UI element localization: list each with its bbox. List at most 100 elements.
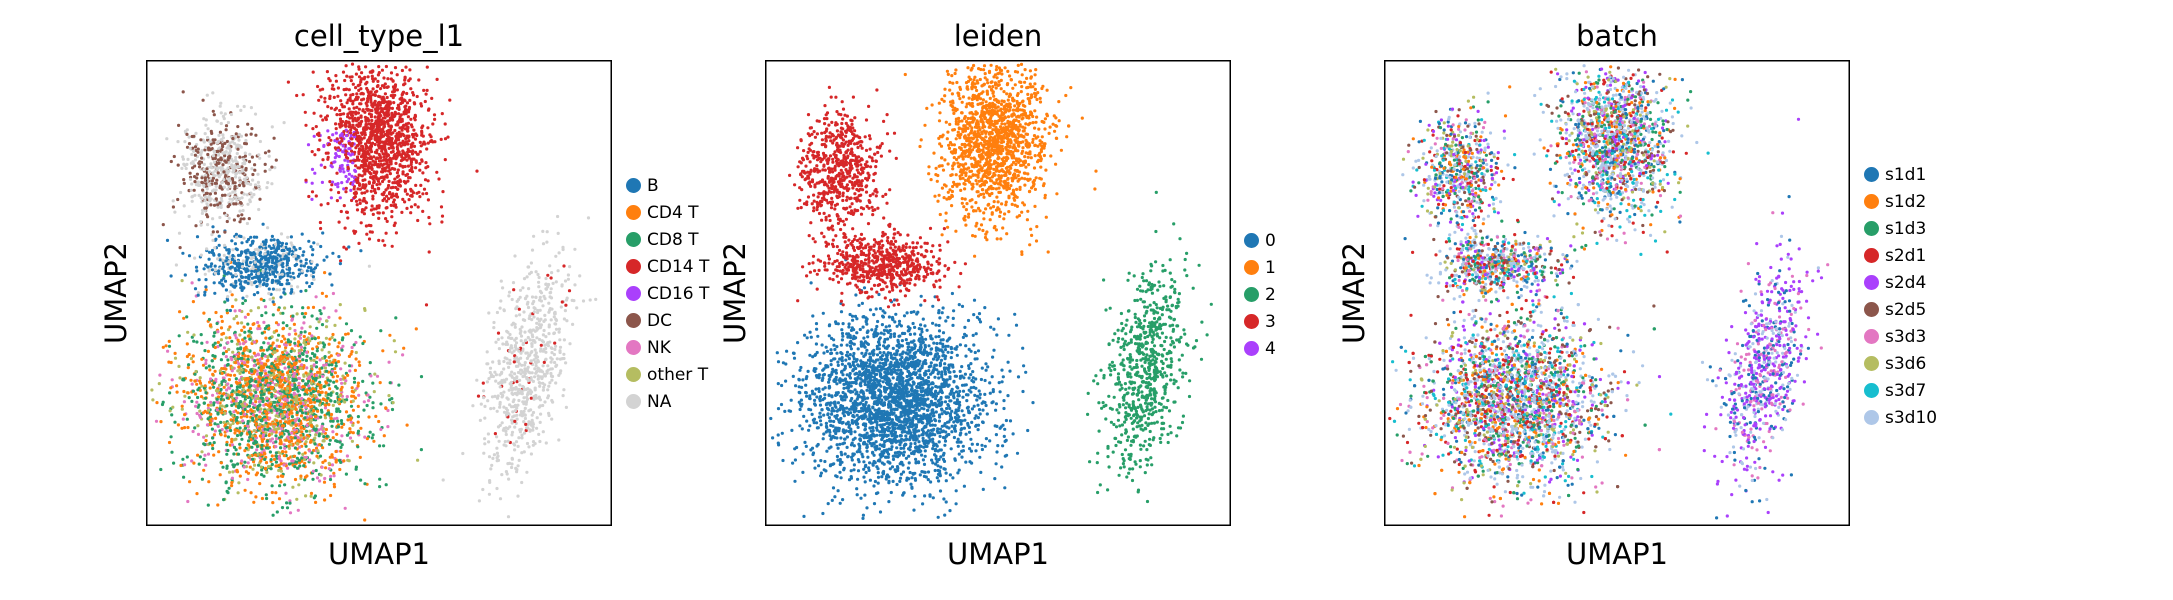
legend-marker [1244, 314, 1259, 329]
legend-marker [1864, 356, 1879, 371]
legend-label: other T [647, 364, 709, 385]
legend-marker [1244, 287, 1259, 302]
legend-leiden: 0 1 2 3 4 [1244, 227, 1276, 362]
legend-marker [1244, 341, 1259, 356]
legend-item: s3d10 [1864, 404, 1937, 431]
x-axis-label: UMAP1 [327, 537, 431, 571]
legend-marker [626, 340, 641, 355]
legend-marker [1864, 275, 1879, 290]
plot-frame [146, 60, 612, 526]
legend-item: s2d4 [1864, 269, 1937, 296]
legend-item: CD4 T [626, 199, 709, 226]
legend-item: s3d3 [1864, 323, 1937, 350]
legend-marker [626, 394, 641, 409]
legend-item: NA [626, 388, 709, 415]
legend-label: s2d4 [1885, 272, 1927, 293]
legend-item: s3d6 [1864, 350, 1937, 377]
cluster-leiden-1 [903, 62, 1098, 258]
legend-item: B [626, 172, 709, 199]
legend-label: s3d6 [1885, 353, 1927, 374]
legend-marker [626, 232, 641, 247]
legend-label: s1d2 [1885, 191, 1927, 212]
legend-label: NK [647, 337, 671, 358]
legend-label: s3d3 [1885, 326, 1927, 347]
legend-marker [626, 367, 641, 382]
cluster-monocyte [286, 62, 479, 307]
legend-batch: s1d1 s1d2 s1d3 s2d1 s2d4 s2d5 s3d3 s3d6 s3d7 s3d1… [1864, 161, 1937, 431]
panel-title: batch [1576, 19, 1658, 53]
legend-item: 0 [1244, 227, 1276, 254]
legend-item: 2 [1244, 281, 1276, 308]
plot-frame [765, 60, 1231, 526]
legend-label: NA [647, 391, 672, 412]
legend-marker [1244, 260, 1259, 275]
scatter-plot-cell-type-l1 [146, 60, 612, 526]
legend-label: CD8 T [647, 229, 699, 250]
legend-marker [1864, 194, 1879, 209]
legend-item: CD16 T [626, 280, 709, 307]
legend-item: s2d1 [1864, 242, 1937, 269]
legend-label: 2 [1265, 284, 1276, 305]
legend-marker [1864, 221, 1879, 236]
legend-item: s2d5 [1864, 296, 1937, 323]
legend-item: 4 [1244, 335, 1276, 362]
legend-item: s3d7 [1864, 377, 1937, 404]
legend-cell-type-l1: B CD4 T CD8 T CD14 T CD16 T DC NK other T NA [626, 172, 709, 415]
legend-marker [1244, 233, 1259, 248]
legend-marker [626, 178, 641, 193]
cluster-batch-top [1485, 64, 1710, 256]
cluster-batch-low [1388, 261, 1705, 519]
legend-label: B [647, 175, 659, 196]
legend-label: DC [647, 310, 672, 331]
legend-item: CD8 T [626, 226, 709, 253]
legend-label: s3d10 [1885, 407, 1938, 428]
cluster-leiden-3-left [788, 85, 898, 258]
legend-label: s2d5 [1885, 299, 1927, 320]
legend-label: 1 [1265, 257, 1276, 278]
legend-item: CD14 T [626, 253, 709, 280]
legend-label: CD16 T [647, 283, 710, 304]
legend-label: s1d3 [1885, 218, 1927, 239]
legend-item: NK [626, 334, 709, 361]
panel-cell-type-l1: cell_type_l1 UMAP1 UMAP2 B CD4 T CD8 T CD14… [0, 0, 720, 600]
y-axis-label: UMAP2 [1337, 241, 1371, 345]
legend-item: 1 [1244, 254, 1276, 281]
legend-item: DC [626, 307, 709, 334]
legend-marker [626, 313, 641, 328]
cluster-b [165, 222, 371, 313]
legend-marker [1864, 383, 1879, 398]
cluster-right-arc [441, 214, 598, 519]
legend-item: s1d2 [1864, 188, 1937, 215]
cluster-batch-right [1702, 117, 1830, 520]
legend-marker [1864, 248, 1879, 263]
legend-marker [626, 259, 641, 274]
cluster-leiden-3-mid [796, 226, 967, 309]
x-axis-label: UMAP1 [946, 537, 1050, 571]
legend-item: s1d3 [1864, 215, 1937, 242]
cluster-leiden-0 [769, 200, 1035, 520]
legend-marker [626, 205, 641, 220]
scatter-plot-batch [1384, 60, 1850, 526]
cluster-batch-left [1401, 85, 1517, 248]
legend-item: s1d1 [1864, 161, 1937, 188]
panel-title: leiden [953, 19, 1043, 53]
legend-label: CD14 T [647, 256, 710, 277]
cluster-leiden-2 [1086, 190, 1213, 504]
plot-frame [1384, 60, 1850, 526]
x-axis-label: UMAP1 [1565, 537, 1669, 571]
cluster-batch-mid [1411, 218, 1597, 321]
legend-marker [1864, 167, 1879, 182]
legend-label: 0 [1265, 230, 1276, 251]
legend-label: s1d1 [1885, 164, 1927, 185]
cluster-lymphoid [150, 260, 424, 522]
legend-item: other T [626, 361, 709, 388]
scatter-plot-leiden [765, 60, 1231, 526]
legend-marker [626, 286, 641, 301]
legend-marker [1864, 410, 1879, 425]
legend-label: 4 [1265, 338, 1276, 359]
legend-marker [1864, 329, 1879, 344]
legend-label: s2d1 [1885, 245, 1927, 266]
legend-label: s3d7 [1885, 380, 1927, 401]
